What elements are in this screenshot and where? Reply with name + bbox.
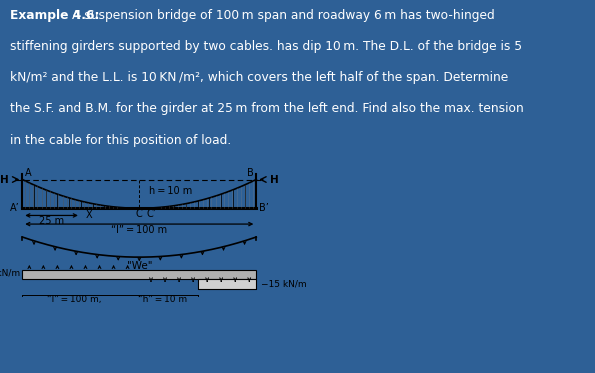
Text: C: C xyxy=(136,209,143,219)
Text: Example 4.6:: Example 4.6: xyxy=(10,9,99,22)
Text: “h” = 10 m: “h” = 10 m xyxy=(138,295,187,304)
Text: B: B xyxy=(247,168,254,178)
Text: stiffening girders supported by two cables. has dip 10 m. The D.L. of the bridge: stiffening girders supported by two cabl… xyxy=(10,40,522,53)
Text: C’: C’ xyxy=(146,209,156,219)
Text: B’: B’ xyxy=(259,203,268,213)
Text: the S.F. and B.M. for the girder at 25 m from the left end. Find also the max. t: the S.F. and B.M. for the girder at 25 m… xyxy=(10,102,524,115)
Text: in the cable for this position of load.: in the cable for this position of load. xyxy=(10,134,231,147)
Bar xyxy=(198,279,256,289)
Text: A: A xyxy=(24,168,32,178)
Text: A suspension bridge of 100 m span and roadway 6 m has two-hinged: A suspension bridge of 100 m span and ro… xyxy=(73,9,495,22)
Text: 25 m: 25 m xyxy=(39,216,64,226)
Bar xyxy=(23,270,256,279)
Text: h = 10 m: h = 10 m xyxy=(149,186,192,196)
Text: “l” = 100 m: “l” = 100 m xyxy=(111,225,167,235)
Text: “l” = 100 m,: “l” = 100 m, xyxy=(46,295,101,304)
Text: 30 kN/m: 30 kN/m xyxy=(0,269,20,278)
Text: H: H xyxy=(270,175,279,185)
Text: X: X xyxy=(86,210,92,220)
Text: −15 kN/m: −15 kN/m xyxy=(261,279,306,288)
Text: H: H xyxy=(0,175,8,185)
Text: kN/m² and the L.L. is 10 KN /m², which covers the left half of the span. Determi: kN/m² and the L.L. is 10 KN /m², which c… xyxy=(10,71,508,84)
Text: A’: A’ xyxy=(10,203,20,213)
Text: "We": "We" xyxy=(127,261,152,272)
